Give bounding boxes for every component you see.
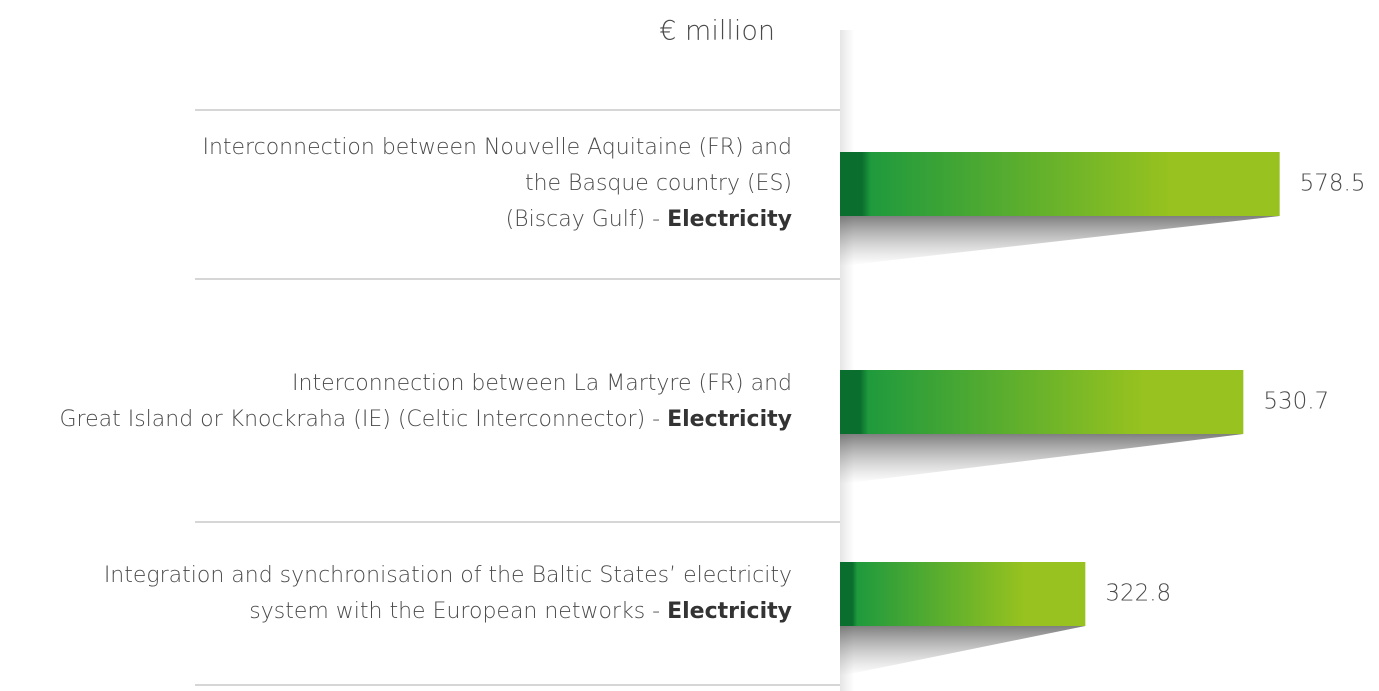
category-label: the Basque country (ES) <box>525 171 792 196</box>
value-label: 322.8 <box>1105 581 1171 607</box>
category-label: system with the European networks - Elect… <box>249 599 792 624</box>
bar-shadow <box>840 626 1086 676</box>
category-line: the Basque country (ES) <box>525 171 792 196</box>
category-line: Interconnection between Nouvelle Aquitai… <box>202 135 792 160</box>
category-label: (Biscay Gulf) - Electricity <box>506 207 792 232</box>
category-tag: Electricity <box>667 407 792 432</box>
category-label: Integration and synchronisation of the B… <box>104 563 792 588</box>
category-line: Interconnection between La Martyre (FR) … <box>292 371 792 396</box>
category-tag: Electricity <box>667 599 792 624</box>
category-label: Interconnection between Nouvelle Aquitai… <box>202 135 792 160</box>
bar <box>840 370 1244 434</box>
value-label: 530.7 <box>1263 389 1329 415</box>
category-line: system with the European networks - <box>249 599 660 624</box>
category-line: (Biscay Gulf) - <box>506 207 661 232</box>
axis-label: € million <box>659 16 775 47</box>
bar-shadow <box>840 434 1244 484</box>
value-label: 578.5 <box>1300 171 1366 197</box>
bar-shadow <box>840 216 1280 266</box>
category-label: Great Island or Knockraha (IE) (Celtic I… <box>59 407 792 432</box>
category-line: Great Island or Knockraha (IE) (Celtic I… <box>59 407 660 432</box>
category-label: Interconnection between La Martyre (FR) … <box>292 371 792 396</box>
category-tag: Electricity <box>667 207 792 232</box>
category-line: Integration and synchronisation of the B… <box>104 563 792 588</box>
bar <box>840 562 1086 626</box>
bar <box>840 152 1280 216</box>
